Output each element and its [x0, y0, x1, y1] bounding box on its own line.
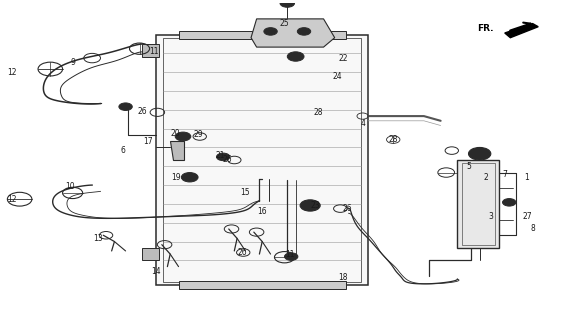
- Bar: [156, 35, 368, 285]
- Circle shape: [300, 200, 320, 211]
- Text: 3: 3: [488, 212, 493, 221]
- Text: 16: 16: [257, 207, 267, 216]
- Text: 28: 28: [313, 108, 323, 117]
- Bar: [179, 31, 346, 39]
- Text: 25: 25: [280, 19, 289, 28]
- Text: 13: 13: [93, 234, 102, 243]
- Text: 17: 17: [143, 137, 152, 146]
- Text: 21: 21: [216, 151, 225, 160]
- Text: 8: 8: [530, 225, 535, 234]
- Text: 20: 20: [171, 129, 180, 138]
- Text: 4: 4: [360, 119, 365, 128]
- Text: 24: 24: [333, 72, 343, 81]
- Text: 26: 26: [138, 107, 147, 116]
- Text: 18: 18: [339, 273, 348, 282]
- Text: 26: 26: [238, 248, 248, 257]
- Circle shape: [298, 28, 311, 35]
- Text: 2: 2: [484, 173, 489, 182]
- Text: 23: 23: [310, 201, 320, 210]
- Text: 29: 29: [193, 131, 203, 140]
- Text: 12: 12: [7, 68, 17, 77]
- Text: 5: 5: [466, 162, 471, 171]
- Text: 12: 12: [7, 195, 17, 204]
- Bar: [457, 160, 499, 248]
- Bar: [462, 163, 494, 245]
- Text: 27: 27: [522, 212, 532, 221]
- Bar: [179, 281, 346, 289]
- Circle shape: [502, 199, 516, 206]
- Polygon shape: [251, 19, 335, 47]
- Text: 10: 10: [65, 182, 75, 191]
- Circle shape: [287, 52, 304, 61]
- Text: 1: 1: [525, 173, 529, 182]
- Circle shape: [280, 0, 295, 7]
- Circle shape: [468, 148, 491, 160]
- Text: 11: 11: [149, 47, 158, 56]
- Circle shape: [175, 132, 191, 141]
- Polygon shape: [505, 24, 538, 38]
- Text: 26: 26: [342, 204, 352, 213]
- Circle shape: [119, 103, 132, 110]
- Polygon shape: [170, 141, 184, 160]
- Text: 11: 11: [285, 250, 295, 259]
- Text: 28: 28: [389, 135, 398, 144]
- Bar: [163, 38, 361, 282]
- Circle shape: [216, 153, 230, 161]
- Text: 7: 7: [502, 170, 507, 179]
- Text: FR.: FR.: [477, 24, 493, 33]
- Circle shape: [284, 253, 298, 260]
- Text: 19: 19: [171, 173, 180, 182]
- Bar: [142, 44, 159, 57]
- Circle shape: [182, 172, 198, 182]
- Bar: [142, 248, 159, 260]
- Text: 9: 9: [70, 58, 75, 67]
- Text: 22: 22: [339, 53, 348, 63]
- Text: 26: 26: [223, 156, 232, 164]
- Circle shape: [264, 28, 277, 35]
- Text: 14: 14: [151, 267, 161, 276]
- Text: 6: 6: [121, 146, 125, 155]
- Text: 15: 15: [241, 188, 250, 197]
